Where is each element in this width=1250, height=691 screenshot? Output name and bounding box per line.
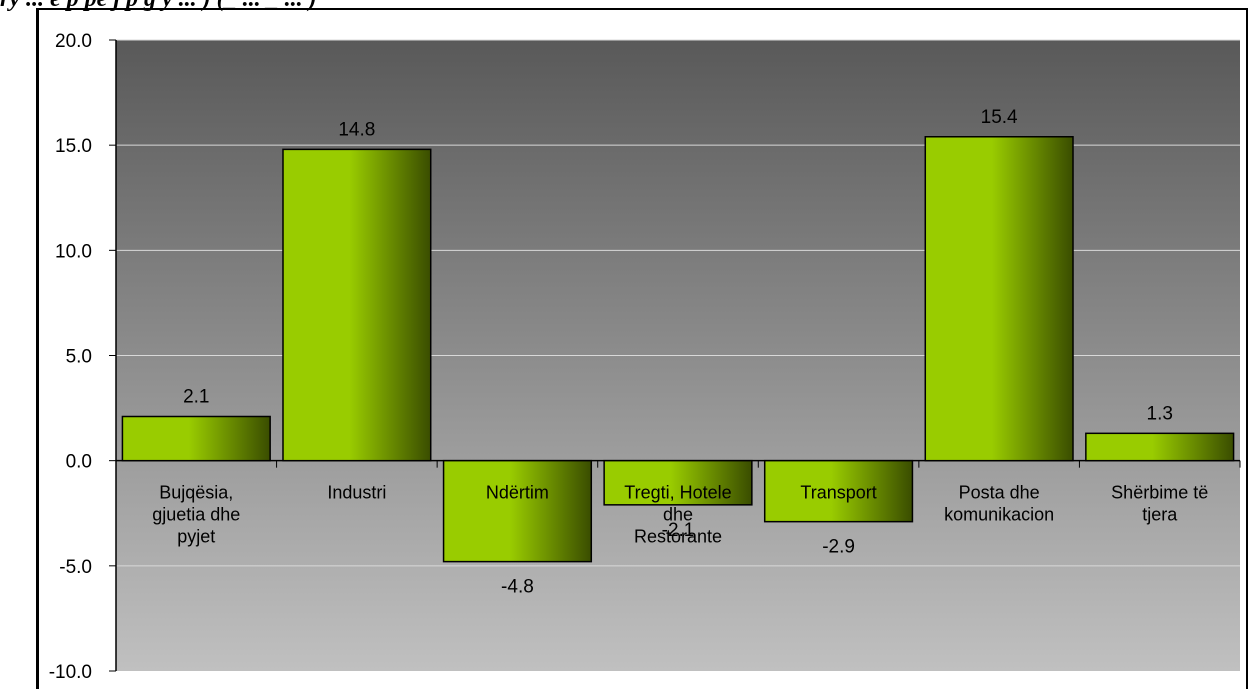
category-label-line: dhe xyxy=(663,505,693,525)
bar xyxy=(1085,432,1235,462)
y-tick-label: 15.0 xyxy=(55,136,92,157)
y-tick-label: -5.0 xyxy=(59,557,92,578)
category-label-line: gjuetia dhe xyxy=(152,505,240,525)
y-tick-label: 5.0 xyxy=(66,347,92,368)
data-label: 15.4 xyxy=(981,107,1018,128)
category-label: Industri xyxy=(327,483,386,503)
data-label: 2.1 xyxy=(183,386,209,407)
category-label: Ndërtim xyxy=(486,483,549,503)
chart-frame xyxy=(36,8,1248,689)
category-label: Shërbime të tjera xyxy=(1111,483,1208,525)
category-label-line: Ndërtim xyxy=(486,483,549,503)
bars xyxy=(121,136,1235,563)
category-label: Bujqësia, gjuetia dhe pyjet xyxy=(152,483,240,547)
data-label: 14.8 xyxy=(338,119,375,140)
bar xyxy=(603,459,753,506)
category-label-line: Posta dhe xyxy=(959,483,1040,503)
labels: 2.1 14.8 -4.8 -2.1 -2.9 15.4 1.3 Bujqësia, gjuet… xyxy=(152,107,1208,598)
bar xyxy=(763,459,914,523)
category-label-line: Restorante xyxy=(634,527,722,547)
category-label-line: Shërbime të xyxy=(1111,483,1208,503)
category-label-line: pyjet xyxy=(177,527,215,547)
category-label: Posta dhe komunikacion xyxy=(944,483,1054,525)
y-tick-label: 20.0 xyxy=(55,31,92,52)
category-label-line: Transport xyxy=(800,483,876,503)
category-label: Tregti, Hotele dhe Restorante xyxy=(624,483,731,547)
category-label-line: Bujqësia, xyxy=(159,483,233,503)
category-label-line: tjera xyxy=(1142,505,1178,525)
category-label: Transport xyxy=(800,483,876,503)
data-label: -2.9 xyxy=(822,537,855,558)
y-tick-label: -10.0 xyxy=(49,662,92,683)
bar xyxy=(924,136,1074,462)
y-tick-label: 0.0 xyxy=(66,452,92,473)
y-tick-label: 10.0 xyxy=(55,241,92,262)
category-label-line: Industri xyxy=(327,483,386,503)
data-label: -4.8 xyxy=(501,577,534,598)
category-label-line: Tregti, Hotele xyxy=(624,483,731,503)
bar xyxy=(121,415,271,462)
bar xyxy=(282,148,432,462)
category-label-line: komunikacion xyxy=(944,505,1054,525)
bar xyxy=(442,459,593,563)
data-label: -2.1 xyxy=(662,520,695,541)
data-label: 1.3 xyxy=(1147,403,1173,424)
